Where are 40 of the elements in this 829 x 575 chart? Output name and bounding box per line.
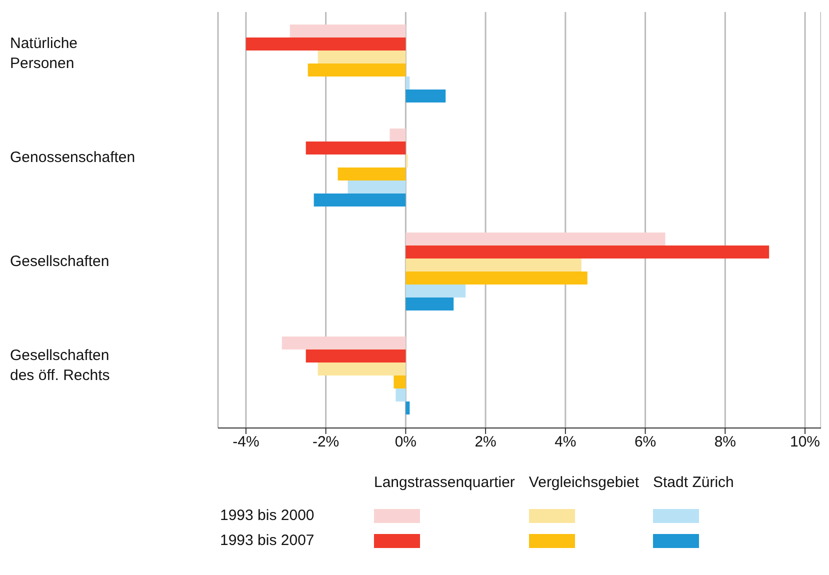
bar — [282, 336, 406, 350]
bar — [406, 297, 454, 310]
bar — [406, 76, 410, 90]
bar — [306, 141, 406, 154]
bar — [406, 258, 582, 272]
x-tick-label: 10% — [790, 434, 820, 451]
y-tick-label: Gesellschaften — [10, 253, 110, 270]
bar — [308, 63, 406, 76]
bar — [338, 167, 406, 180]
x-tick-label: 4% — [554, 434, 576, 451]
bar — [390, 128, 406, 142]
bar — [306, 349, 406, 362]
x-tick-label: -2% — [312, 434, 340, 451]
bar — [406, 245, 770, 258]
bar — [406, 401, 410, 414]
y-tick-label: Gesellschaften des öff. Rechts — [10, 347, 110, 384]
bar — [246, 37, 406, 50]
x-tick-label: 6% — [634, 434, 656, 451]
bar — [314, 193, 406, 206]
x-tick-label: 0% — [394, 434, 417, 451]
y-tick-label: Genossenschaften — [10, 149, 136, 166]
text: 1993 bis 2007 — [220, 531, 316, 551]
bar — [290, 24, 406, 38]
bar — [406, 89, 446, 102]
bar — [406, 284, 466, 298]
bar — [318, 362, 406, 376]
bar — [396, 388, 406, 402]
y-tick-label: Natürliche Personen — [10, 35, 78, 72]
x-tick-label: 8% — [714, 434, 736, 451]
bar — [394, 375, 406, 388]
x-tick-label: 2% — [474, 434, 496, 451]
bar — [406, 232, 666, 246]
text: Langstrassenquartier — [374, 473, 516, 493]
text: Vergleichsgebiet — [528, 473, 640, 493]
x-tick-label: -4% — [232, 434, 260, 451]
bar — [406, 271, 588, 284]
text: 1993 bis 2000 — [220, 506, 316, 526]
text: Stadt Zürich — [653, 473, 735, 493]
bar — [318, 50, 406, 64]
bar — [348, 180, 406, 194]
